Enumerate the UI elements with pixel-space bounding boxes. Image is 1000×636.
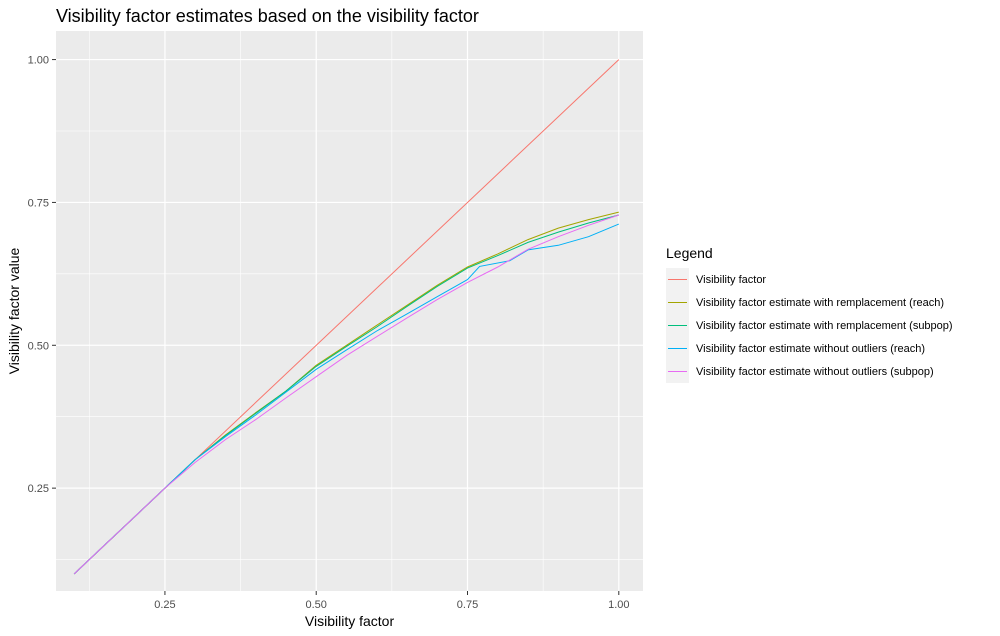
x-tick-label: 0.75: [457, 599, 478, 611]
y-axis-title: Visibility factor value: [6, 248, 22, 375]
y-tick-label: 0.75: [28, 197, 49, 209]
grid-minor: [56, 31, 643, 591]
y-tick-label: 0.50: [28, 340, 49, 352]
legend-title: Legend: [666, 245, 713, 261]
x-tick-label: 1.00: [608, 599, 629, 611]
legend-items: Visibility factor Visibility factor estim…: [666, 268, 953, 383]
y-axis-ticks: 0.25 0.50 0.75 1.00: [28, 55, 56, 495]
x-tick-label: 0.25: [154, 599, 175, 611]
legend-label: Visibility factor estimate with remplace…: [696, 320, 953, 332]
legend-label: Visibility factor estimate with remplace…: [696, 297, 944, 309]
grid-major: [56, 31, 643, 591]
y-tick-label: 0.25: [28, 483, 49, 495]
chart-title: Visibility factor estimates based on the…: [56, 6, 479, 26]
x-tick-label: 0.50: [306, 599, 327, 611]
x-axis-title: Visibility factor: [305, 613, 395, 629]
plot-panel: [56, 31, 643, 591]
series-line-5: [73, 214, 619, 575]
x-axis-ticks: 0.25 0.50 0.75 1.00: [154, 591, 630, 611]
y-tick-label: 1.00: [28, 55, 49, 67]
legend-label: Visibility factor estimate without outli…: [696, 366, 934, 378]
legend-label: Visibility factor estimate without outli…: [696, 343, 925, 355]
legend-label: Visibility factor: [696, 274, 766, 286]
series-layer: [73, 59, 620, 575]
